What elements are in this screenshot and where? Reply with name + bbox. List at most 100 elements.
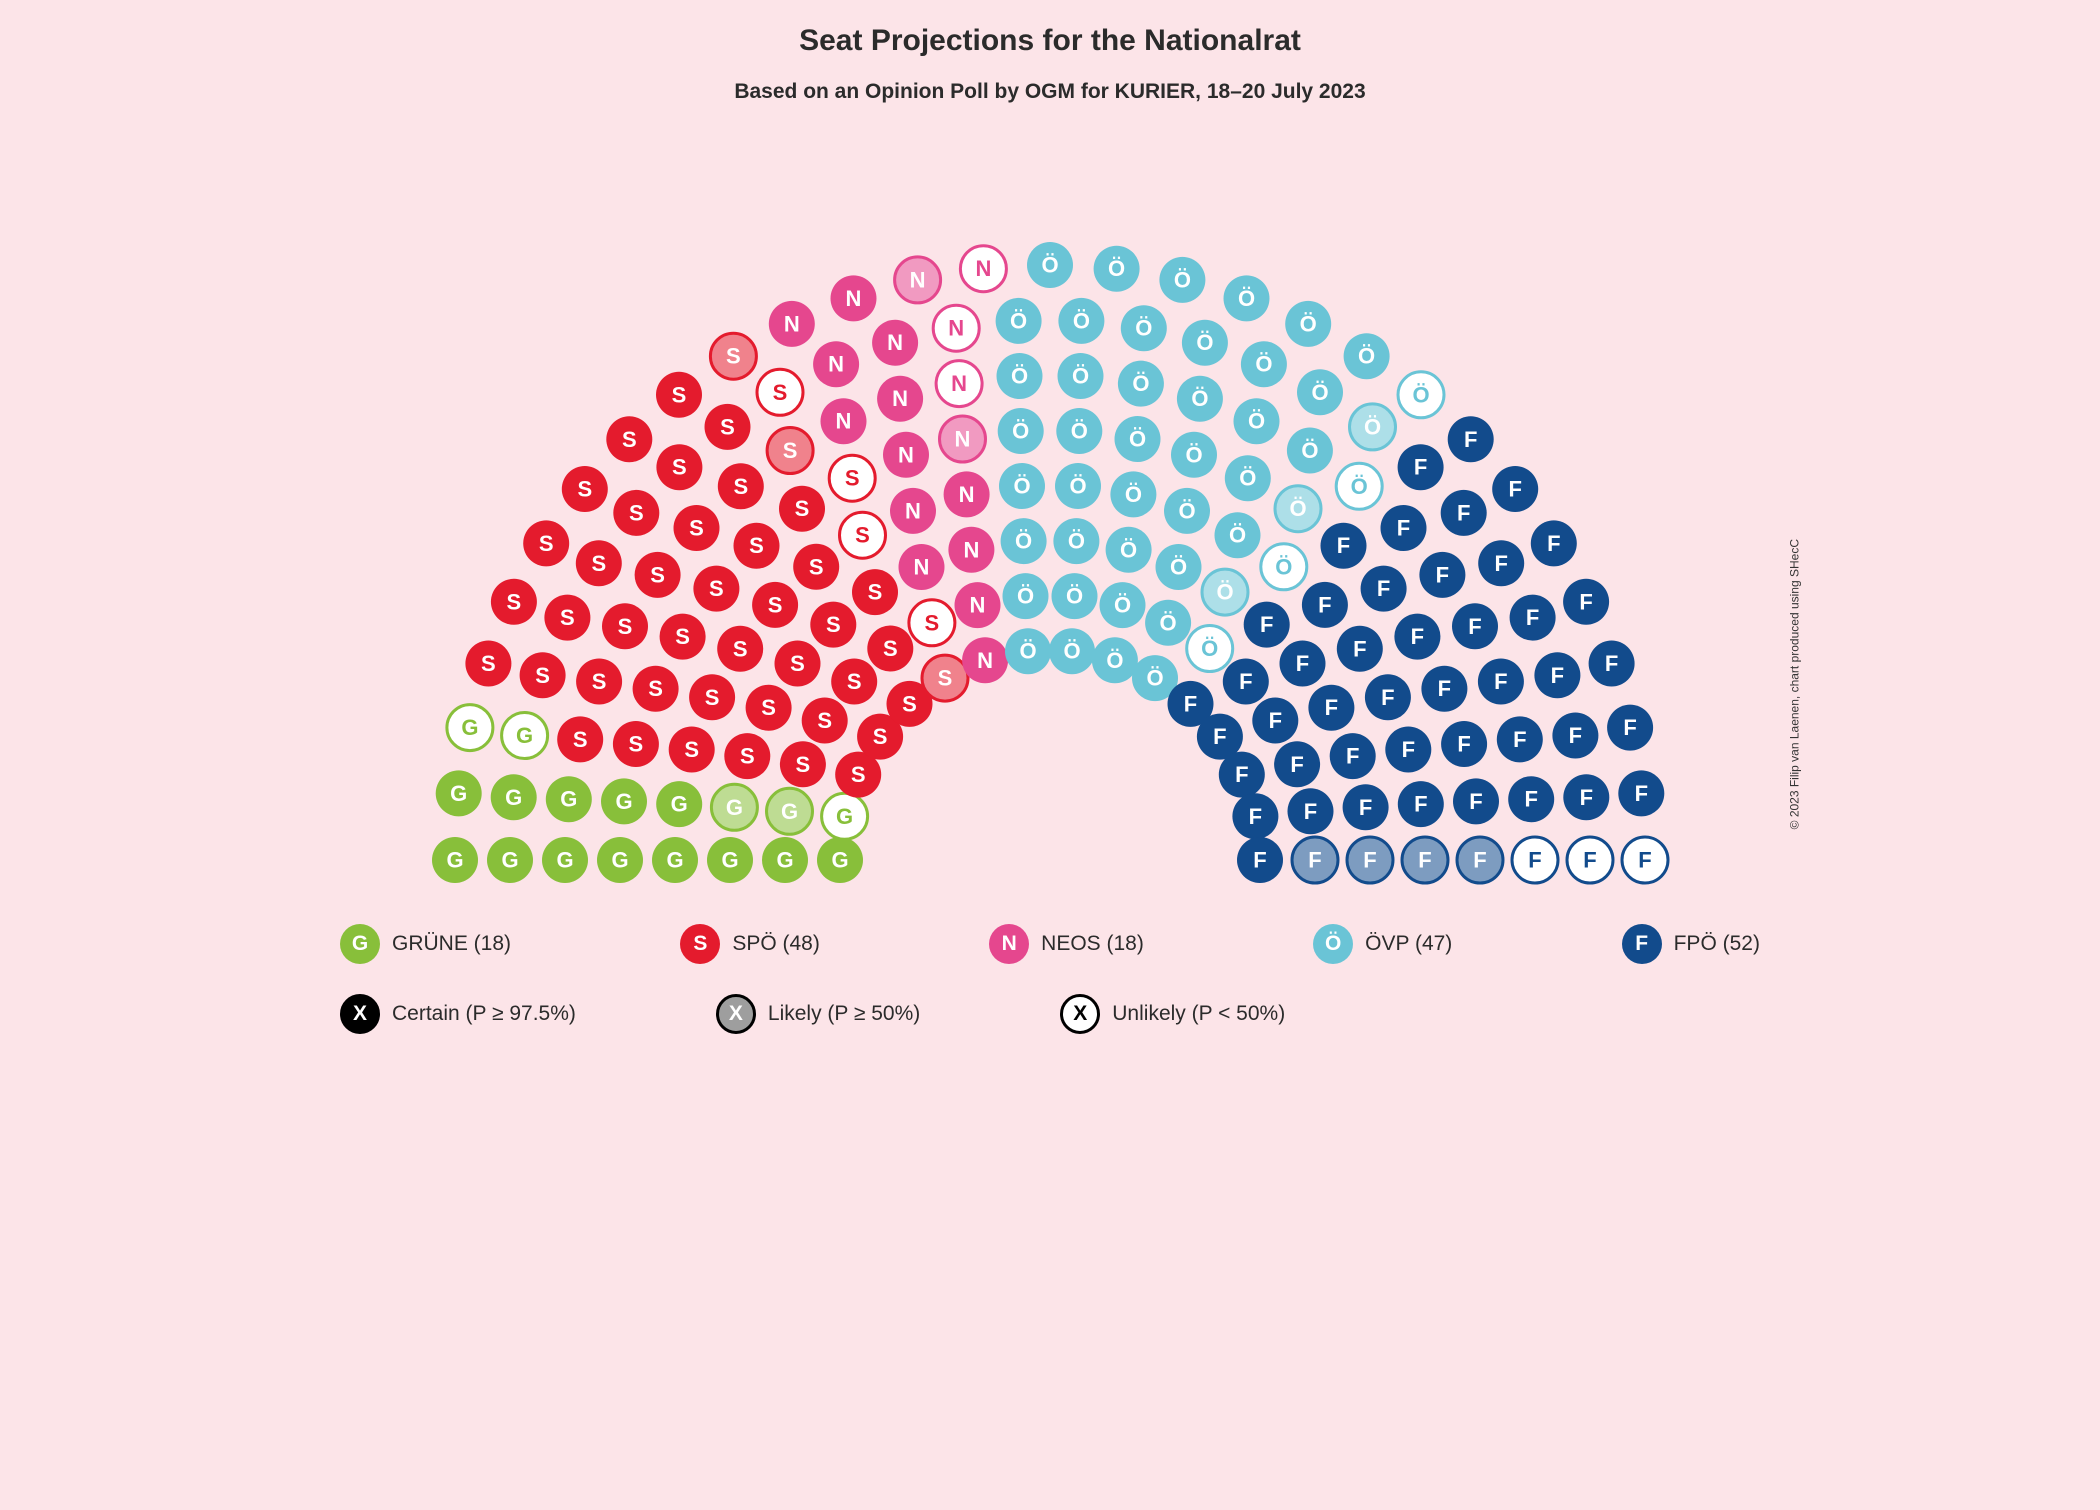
svg-text:F: F — [1464, 427, 1477, 452]
seat: G — [601, 778, 647, 824]
svg-text:Ö: Ö — [1013, 474, 1030, 499]
svg-text:S: S — [539, 531, 554, 556]
svg-text:F: F — [1623, 715, 1636, 740]
seat: S — [465, 641, 511, 687]
seat: N — [962, 637, 1008, 683]
seat: S — [922, 655, 968, 701]
seat: F — [1381, 505, 1427, 551]
svg-text:N: N — [905, 498, 921, 523]
legend-probabilities: XCertain (P ≥ 97.5%)XLikely (P ≥ 50%)XUn… — [340, 994, 1760, 1034]
seat: Ö — [1115, 416, 1161, 462]
seat: F — [1567, 837, 1613, 883]
svg-text:S: S — [733, 636, 748, 661]
seat: G — [597, 837, 643, 883]
seat: F — [1308, 685, 1354, 731]
seat: S — [656, 372, 702, 418]
svg-text:Ö: Ö — [1196, 330, 1213, 355]
legend-party-fpo: FFPÖ (52) — [1622, 924, 1760, 964]
seat: F — [1441, 490, 1487, 536]
seat: N — [831, 275, 877, 321]
seat: N — [890, 488, 936, 534]
svg-text:F: F — [1381, 685, 1394, 710]
seat: S — [660, 614, 706, 660]
svg-text:S: S — [629, 732, 644, 757]
svg-text:F: F — [1638, 848, 1651, 873]
svg-text:S: S — [925, 610, 940, 635]
seat: G — [711, 784, 757, 830]
seat: Ö — [1092, 637, 1138, 683]
chart-container: Seat Projections for the Nationalrat Bas… — [300, 0, 1800, 1078]
seat: Ö — [1187, 626, 1233, 672]
svg-text:Ö: Ö — [1146, 666, 1163, 691]
seat: F — [1402, 837, 1448, 883]
svg-text:F: F — [1605, 651, 1618, 676]
svg-text:Ö: Ö — [1108, 256, 1125, 281]
svg-text:G: G — [831, 848, 848, 873]
seat: N — [933, 305, 979, 351]
svg-text:G: G — [516, 723, 533, 748]
seat: F — [1394, 614, 1440, 660]
svg-text:Ö: Ö — [1248, 409, 1265, 434]
seat: F — [1492, 466, 1538, 512]
svg-text:F: F — [1524, 787, 1537, 812]
seat: S — [562, 466, 608, 512]
seat: S — [674, 505, 720, 551]
seat: Ö — [1055, 463, 1101, 509]
svg-text:S: S — [705, 685, 720, 710]
seat: F — [1618, 770, 1664, 816]
seat: F — [1292, 837, 1338, 883]
svg-text:S: S — [481, 651, 496, 676]
legend-prob-unlikely: XUnlikely (P < 50%) — [1060, 994, 1285, 1034]
seat: F — [1280, 641, 1326, 687]
svg-text:F: F — [1249, 804, 1262, 829]
svg-text:N: N — [977, 648, 993, 673]
legend-prob-certain: XCertain (P ≥ 97.5%) — [340, 994, 576, 1034]
svg-text:N: N — [828, 352, 844, 377]
seat: N — [948, 527, 994, 573]
seat: G — [491, 774, 537, 820]
seat: Ö — [1058, 298, 1104, 344]
svg-text:G: G — [611, 848, 628, 873]
svg-text:S: S — [796, 752, 811, 777]
svg-text:F: F — [1353, 636, 1366, 661]
seat: F — [1361, 566, 1407, 612]
seat: S — [734, 523, 780, 569]
svg-text:Ö: Ö — [1011, 364, 1028, 389]
seat: F — [1252, 698, 1298, 744]
seat: F — [1510, 595, 1556, 641]
svg-text:S: S — [720, 414, 735, 439]
credit-text: © 2023 Filip van Laenen, chart produced … — [1787, 539, 1801, 829]
seat: Ö — [1202, 569, 1248, 615]
legend-party-ovp: ÖÖVP (47) — [1313, 924, 1452, 964]
legend-swatch: X — [716, 994, 756, 1034]
svg-text:Ö: Ö — [1174, 267, 1191, 292]
svg-text:F: F — [1528, 848, 1541, 873]
legend-swatch: X — [340, 994, 380, 1034]
svg-text:Ö: Ö — [1160, 610, 1177, 635]
svg-text:G: G — [776, 848, 793, 873]
seat: S — [656, 444, 702, 490]
seat: Ö — [1398, 372, 1444, 418]
seat: S — [491, 579, 537, 625]
seat: G — [502, 713, 548, 759]
seat: S — [802, 698, 848, 744]
svg-text:Ö: Ö — [1358, 344, 1375, 369]
svg-text:S: S — [573, 727, 588, 752]
seat: S — [576, 540, 622, 586]
svg-text:S: S — [795, 496, 810, 521]
svg-text:Ö: Ö — [1066, 584, 1083, 609]
seat: Ö — [1287, 428, 1333, 474]
seat: S — [669, 727, 715, 773]
svg-text:S: S — [938, 666, 953, 691]
svg-text:S: S — [618, 614, 633, 639]
seat: S — [867, 626, 913, 672]
svg-text:N: N — [892, 386, 908, 411]
seat: Ö — [1350, 404, 1396, 450]
svg-text:N: N — [975, 256, 991, 281]
seat: F — [1534, 652, 1580, 698]
svg-text:F: F — [1402, 737, 1415, 762]
seat: F — [1223, 659, 1269, 705]
seat: F — [1419, 552, 1465, 598]
svg-text:S: S — [790, 651, 805, 676]
legend-swatch: X — [1060, 994, 1100, 1034]
